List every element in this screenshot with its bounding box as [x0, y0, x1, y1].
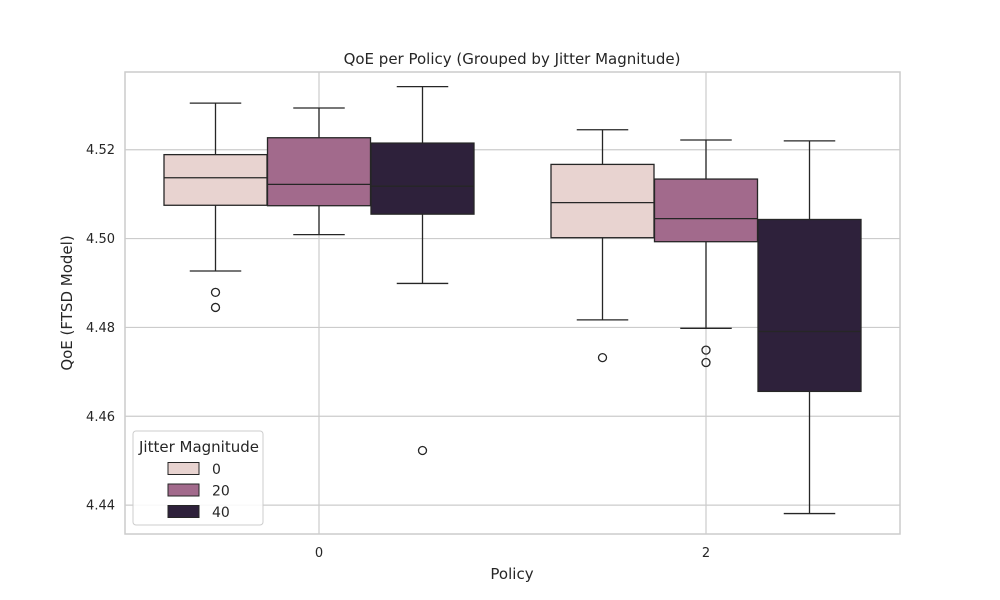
box: [370, 142, 475, 215]
outlier-point: [701, 357, 711, 368]
legend-frame: [132, 430, 264, 526]
legend-title: Jitter Magnitude: [138, 438, 259, 456]
y-tick-label: 4.44: [86, 499, 115, 514]
legend-label-0: 0: [212, 462, 221, 478]
y-ticks: 4.44 4.46 4.48 4.50 4.52: [86, 143, 115, 513]
box-group-0-40: [370, 86, 475, 456]
legend-swatch-20: [167, 483, 200, 497]
chart-title: QoE per Policy (Grouped by Jitter Magnit…: [344, 50, 681, 68]
box: [550, 163, 655, 239]
y-tick-label: 4.46: [86, 410, 115, 425]
boxes: [163, 86, 862, 515]
outlier-point: [210, 302, 221, 313]
y-axis-label: QoE (FTSD Model): [58, 235, 76, 370]
box: [163, 153, 268, 206]
box: [653, 178, 759, 243]
y-tick-label: 4.52: [86, 143, 115, 158]
box-group-0-20: [266, 107, 372, 236]
legend: Jitter Magnitude 0 20 40: [132, 430, 264, 526]
outlier-point: [417, 445, 428, 456]
legend-swatch-40: [167, 505, 200, 518]
x-tick-label: 2: [702, 546, 710, 561]
outlier-point: [701, 345, 711, 355]
outlier-point: [210, 287, 221, 297]
box-group-2-0: [550, 129, 655, 363]
plot-frame: [124, 71, 901, 535]
legend-swatch-0: [167, 462, 200, 475]
y-tick-label: 4.50: [86, 232, 115, 247]
outlier-point: [597, 352, 608, 363]
box: [757, 218, 862, 393]
box-group-2-40: [757, 140, 862, 515]
x-axis-label: Policy: [490, 565, 533, 583]
box: [266, 137, 372, 207]
legend-label-20: 20: [212, 484, 230, 500]
x-tick-label: 0: [315, 546, 323, 561]
y-tick-label: 4.48: [86, 321, 115, 336]
legend-entries: 0 20 40: [167, 462, 230, 521]
box-group-2-20: [653, 139, 759, 368]
legend-label-40: 40: [212, 505, 230, 521]
